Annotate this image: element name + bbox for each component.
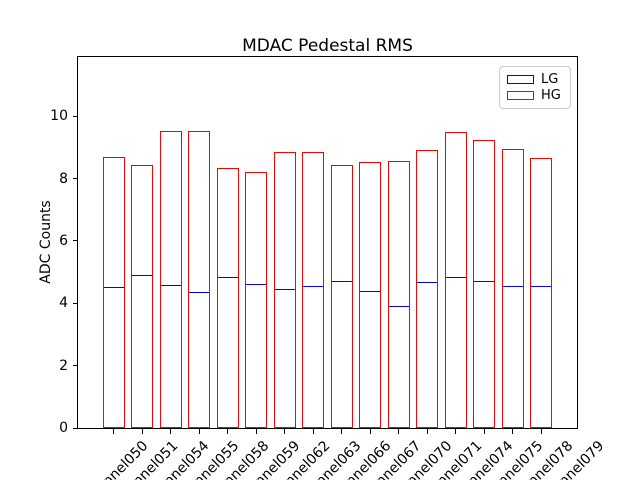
- chart-title: MDAC Pedestal RMS: [242, 36, 413, 56]
- x-tick-channel066: [341, 429, 343, 434]
- x-tick-channel071: [426, 429, 428, 434]
- x-tick-channel070: [398, 429, 400, 434]
- x-tick-channel054: [170, 429, 172, 434]
- bar-hg-channel063: [302, 152, 325, 428]
- x-tick-channel062: [284, 429, 286, 434]
- bar-hg-channel062: [273, 152, 296, 428]
- bar-hg-channel075: [473, 139, 496, 428]
- legend-label-lg: LG: [541, 71, 559, 87]
- bar-hg-channel055: [188, 130, 211, 428]
- y-tick-label-10: 10: [50, 108, 68, 125]
- x-tick-channel050: [113, 429, 115, 434]
- x-tick-channel078: [512, 429, 514, 434]
- x-tick-channel075: [483, 429, 485, 434]
- y-tick-label-2: 2: [59, 357, 68, 374]
- bar-hg-channel070: [387, 160, 410, 428]
- bar-hg-channel050: [102, 157, 125, 428]
- y-tick-6: [73, 240, 78, 242]
- legend-label-hg: HG: [541, 88, 561, 104]
- y-tick-label-8: 8: [59, 170, 68, 187]
- plot-area: [77, 56, 578, 429]
- y-tick-10: [73, 115, 78, 117]
- y-tick-2: [73, 365, 78, 367]
- y-tick-4: [73, 302, 78, 304]
- bar-hg-channel058: [216, 168, 239, 428]
- bar-hg-channel078: [501, 148, 524, 428]
- y-tick-0: [73, 427, 78, 429]
- legend-item-hg: HG: [507, 89, 563, 102]
- x-tick-channel079: [540, 429, 542, 434]
- x-tick-channel055: [198, 429, 200, 434]
- bar-hg-channel067: [359, 162, 382, 428]
- x-tick-channel059: [255, 429, 257, 434]
- bar-hg-channel051: [131, 164, 154, 428]
- y-tick-label-0: 0: [59, 420, 68, 436]
- bar-hg-channel074: [444, 131, 467, 428]
- bar-hg-channel059: [245, 172, 268, 428]
- legend-swatch-hg-icon: [507, 91, 534, 101]
- legend-item-lg: LG: [507, 73, 563, 86]
- bar-hg-channel079: [530, 158, 553, 428]
- bar-hg-channel071: [416, 149, 439, 428]
- x-tick-channel063: [312, 429, 314, 434]
- x-tick-channel058: [227, 429, 229, 434]
- y-tick-8: [73, 178, 78, 180]
- x-tick-channel051: [141, 429, 143, 434]
- legend: LG HG: [499, 66, 571, 109]
- x-tick-channel074: [455, 429, 457, 434]
- x-tick-channel067: [369, 429, 371, 434]
- y-tick-label-4: 4: [59, 295, 68, 312]
- bar-hg-channel054: [159, 130, 182, 428]
- bar-hg-channel066: [330, 164, 353, 428]
- legend-swatch-lg-icon: [507, 74, 534, 84]
- y-tick-label-6: 6: [59, 232, 68, 249]
